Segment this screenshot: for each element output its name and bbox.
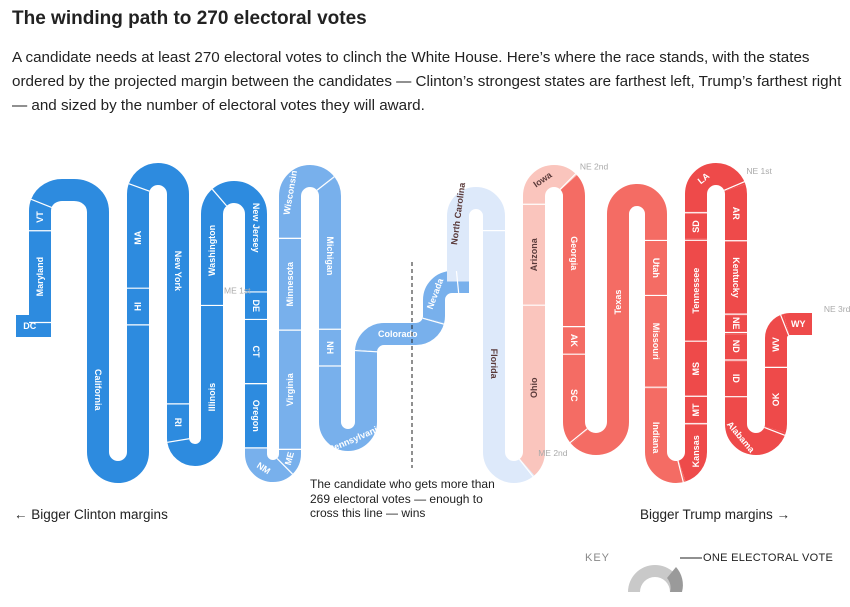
key-one-vote-icon bbox=[667, 567, 683, 592]
segment-label-ar: AR bbox=[731, 207, 741, 220]
segment-label-new-jersey: New Jersey bbox=[251, 203, 261, 253]
segment-label-michigan: Michigan bbox=[325, 236, 335, 275]
segment-separators bbox=[29, 173, 790, 483]
segment-label-utah: Utah bbox=[651, 258, 661, 278]
segment-label-nd: ND bbox=[731, 340, 741, 353]
segment-label-ne-3rd: NE 3rd bbox=[824, 304, 850, 314]
state-segment-indiana bbox=[16, 163, 812, 483]
segment-label-ne: NE bbox=[731, 317, 741, 330]
threshold-note: The candidate who gets more than 269 ele… bbox=[310, 477, 495, 520]
segment-label-california: California bbox=[93, 369, 103, 412]
segment-label-ma: MA bbox=[133, 230, 143, 244]
segment-separator bbox=[569, 428, 588, 444]
segment-label-ri: RI bbox=[173, 418, 183, 427]
chart-description: A candidate needs at least 270 electoral… bbox=[12, 49, 842, 114]
chart-title: The winding path to 270 electoral votes bbox=[12, 8, 367, 29]
segment-separator bbox=[455, 270, 460, 294]
segment-label-indiana: Indiana bbox=[651, 422, 661, 454]
segment-label-texas: Texas bbox=[613, 290, 623, 315]
segment-label-washington: Washington bbox=[207, 225, 217, 276]
state-segment-nevada bbox=[16, 163, 812, 483]
segment-label-de: DE bbox=[251, 299, 261, 312]
segment-label-id: ID bbox=[731, 374, 741, 384]
segment-label-sc: SC bbox=[569, 389, 579, 402]
segment-separator bbox=[276, 458, 293, 475]
trump-margin-label: Bigger Trump margins → bbox=[640, 507, 791, 522]
segment-label-ak: AK bbox=[569, 334, 579, 347]
segment-label-mt: MT bbox=[691, 403, 701, 416]
segment-separator bbox=[518, 458, 534, 477]
key-unit-label: ONE ELECTORAL VOTE bbox=[703, 552, 834, 564]
segment-label-me: ME bbox=[283, 451, 296, 467]
segment-separator bbox=[764, 426, 786, 436]
segment-label-kansas: Kansas bbox=[691, 435, 701, 467]
segment-label-illinois: Illinois bbox=[207, 383, 217, 412]
segment-label-wy: WY bbox=[791, 319, 806, 329]
segment-separator bbox=[355, 349, 378, 353]
segment-separator bbox=[723, 181, 745, 191]
segment-label-ne-1st: NE 1st bbox=[746, 166, 772, 176]
state-segment-new-york bbox=[16, 163, 812, 483]
segment-label-arizona: Arizona bbox=[529, 237, 539, 271]
segment-label-ok: OK bbox=[771, 392, 781, 406]
segment-label-dc: DC bbox=[23, 321, 36, 331]
segment-label-minnesota: Minnesota bbox=[285, 261, 295, 306]
segment-separator bbox=[30, 198, 52, 209]
segment-label-vt: VT bbox=[35, 211, 45, 223]
segment-separator bbox=[211, 188, 228, 207]
segment-label-virginia: Virginia bbox=[285, 372, 295, 406]
segment-label-wv: WV bbox=[771, 337, 781, 352]
segment-label-colorado: Colorado bbox=[378, 329, 418, 339]
segment-label-me-2nd: ME 2nd bbox=[538, 448, 568, 458]
segment-label-sd: SD bbox=[691, 220, 701, 233]
segment-separator bbox=[780, 314, 790, 336]
segment-separator bbox=[559, 173, 577, 190]
segment-label-ms: MS bbox=[691, 362, 701, 376]
segment-label-florida: Florida bbox=[489, 349, 499, 380]
segment-label-missouri: Missouri bbox=[651, 323, 661, 360]
segment-separator bbox=[316, 176, 335, 191]
key-arc-icon bbox=[628, 565, 682, 592]
segment-label-oregon: Oregon bbox=[251, 400, 261, 432]
segment-label-kentucky: Kentucky bbox=[731, 257, 741, 298]
path-segments bbox=[16, 163, 812, 483]
segment-label-hi: HI bbox=[133, 302, 143, 311]
segment-label-ohio: Ohio bbox=[529, 377, 539, 398]
segment-label-ne-2nd: NE 2nd bbox=[580, 162, 609, 172]
segment-label-ct: CT bbox=[251, 346, 261, 358]
key-label: KEY bbox=[585, 552, 611, 564]
segment-label-georgia: Georgia bbox=[569, 236, 579, 271]
segment-separator bbox=[422, 317, 445, 325]
segment-label-tennessee: Tennessee bbox=[691, 268, 701, 314]
segment-label-maryland: Maryland bbox=[35, 257, 45, 297]
segment-separator bbox=[677, 460, 684, 483]
clinton-margin-label: ← Bigger Clinton margins bbox=[14, 507, 168, 522]
key-icon bbox=[628, 557, 702, 592]
segment-separator bbox=[167, 438, 190, 443]
segment-separator bbox=[128, 183, 150, 192]
segment-label-nh: NH bbox=[325, 341, 335, 354]
segment-label-new-york: New York bbox=[173, 251, 183, 292]
segment-label-me-1st: ME 1st bbox=[224, 285, 251, 295]
